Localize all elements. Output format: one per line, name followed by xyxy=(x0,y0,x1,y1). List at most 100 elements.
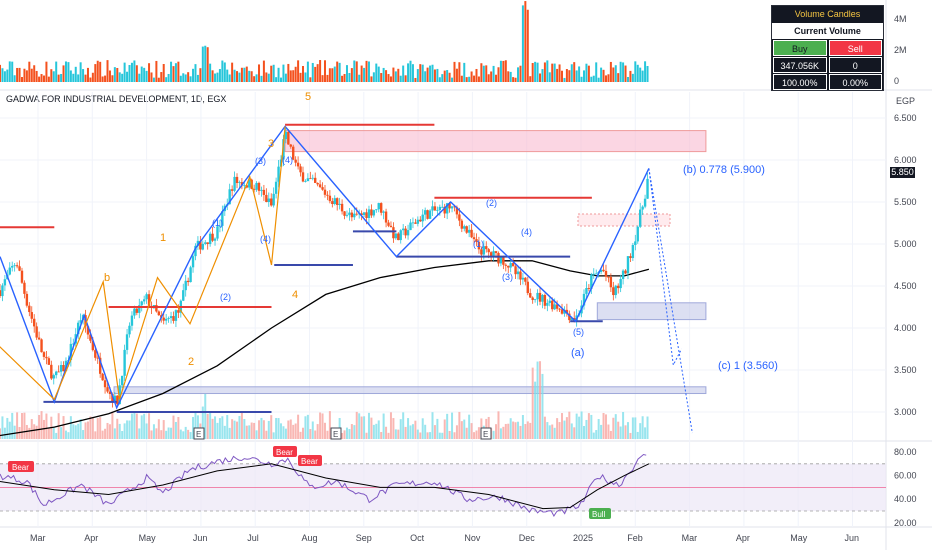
volume-candle xyxy=(600,67,603,82)
volume-candle xyxy=(160,72,163,82)
volume-bar xyxy=(145,423,148,439)
volume-bar xyxy=(582,425,585,439)
volume-bar xyxy=(407,418,410,439)
candle-body xyxy=(301,172,305,182)
volume-bar xyxy=(546,422,549,439)
volume-candle xyxy=(639,67,642,82)
candle-body xyxy=(379,203,383,213)
volume-bar xyxy=(360,416,363,439)
volume-bar xyxy=(492,430,495,439)
volume-candle xyxy=(47,76,50,82)
candle-body xyxy=(504,264,508,266)
volume-candle xyxy=(375,63,378,82)
volume-candle xyxy=(96,60,99,82)
candle-body xyxy=(79,320,82,323)
volume-bar xyxy=(135,413,138,439)
candle-body xyxy=(494,251,498,254)
candle-body xyxy=(499,257,503,264)
volume-candle xyxy=(67,62,70,82)
volume-candle xyxy=(575,70,578,82)
candle-body xyxy=(353,213,356,218)
event-marker-1[interactable] xyxy=(193,427,205,440)
candle-body xyxy=(646,178,649,199)
candle-body xyxy=(370,209,373,216)
candle-body xyxy=(35,326,38,338)
volume-candle xyxy=(509,71,512,82)
volume-bar xyxy=(30,419,33,439)
candle-body xyxy=(233,176,236,191)
candle-body xyxy=(169,316,173,319)
candle-body xyxy=(502,257,505,265)
candle-body xyxy=(362,212,366,215)
volume-candle xyxy=(323,60,326,82)
candle-body xyxy=(55,371,58,376)
volume-candle xyxy=(258,64,261,82)
candle-body xyxy=(28,305,31,313)
volume-candle xyxy=(497,67,500,82)
volume-candle xyxy=(353,60,356,82)
time-tick-label: Nov xyxy=(464,533,481,543)
volume-bar xyxy=(448,430,451,439)
volume-candle xyxy=(104,75,107,82)
candle-body xyxy=(252,188,256,190)
candle-body xyxy=(367,209,371,218)
price-zone xyxy=(284,130,707,153)
volume-bar xyxy=(519,425,522,439)
volume-bar xyxy=(458,411,461,439)
volume-bar xyxy=(429,432,432,439)
volume-bar xyxy=(0,428,1,439)
volume-candle xyxy=(328,68,331,82)
candle-body xyxy=(551,300,554,310)
time-tick-label: Aug xyxy=(302,533,318,543)
volume-candle xyxy=(568,70,571,82)
volume-candle xyxy=(468,76,471,82)
volume-bar xyxy=(541,373,544,439)
volume-bar xyxy=(641,416,644,439)
volume-bar xyxy=(551,424,554,439)
volume-bar xyxy=(455,425,458,439)
candle-body xyxy=(375,209,378,211)
candle-body xyxy=(64,360,68,372)
volume-bar xyxy=(441,432,444,439)
candle-body xyxy=(538,292,542,302)
time-tick-label: Jul xyxy=(247,533,259,543)
candle-body xyxy=(431,206,434,211)
volume-candle xyxy=(297,60,300,82)
volume-bar xyxy=(631,417,634,439)
candle-body xyxy=(267,198,270,203)
candle-body xyxy=(472,237,476,240)
last-price-badge: 5.850 xyxy=(890,167,915,178)
time-tick-label: Feb xyxy=(627,533,643,543)
volume-bar xyxy=(69,416,72,439)
volume-bar xyxy=(221,416,224,439)
volume-candle xyxy=(284,73,287,82)
volume-candle xyxy=(240,67,243,82)
event-marker-2[interactable] xyxy=(330,427,342,440)
volume-bar xyxy=(507,423,510,439)
volume-bar xyxy=(72,424,75,439)
price-tick-label: 6.000 xyxy=(894,155,917,165)
candle-body xyxy=(62,365,65,372)
volume-candle xyxy=(407,63,410,82)
bull-badge xyxy=(589,508,611,519)
candle-body xyxy=(548,300,551,303)
candle-body xyxy=(274,181,278,194)
candle-body xyxy=(570,318,573,321)
volume-bar xyxy=(245,425,248,439)
volume-candle xyxy=(556,68,559,82)
volume-candle xyxy=(13,75,16,82)
candle-body xyxy=(111,394,114,403)
event-marker-3[interactable] xyxy=(480,427,492,440)
volume-bar xyxy=(404,426,407,439)
volume-candle xyxy=(517,67,520,82)
volume-candle xyxy=(157,77,160,82)
candle-body xyxy=(565,309,569,314)
volume-candle xyxy=(629,70,632,82)
volume-bar xyxy=(470,423,473,439)
volume-candle xyxy=(331,68,334,82)
candle-body xyxy=(221,211,224,226)
candle-body xyxy=(629,256,632,259)
volume-candle xyxy=(389,76,392,82)
